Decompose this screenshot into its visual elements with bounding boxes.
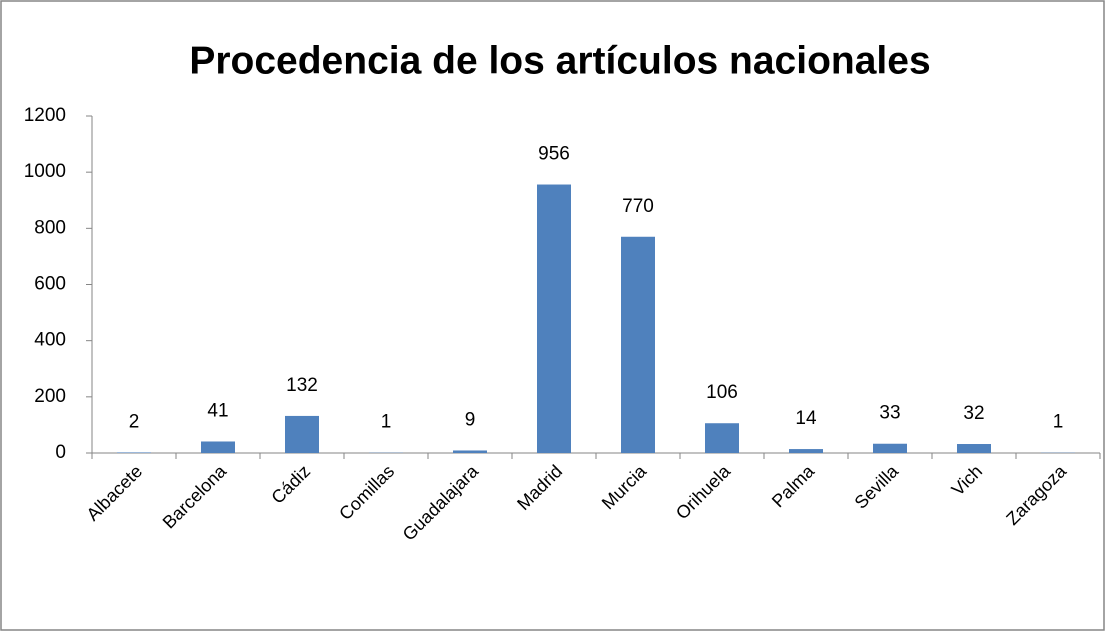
data-label: 33 <box>879 403 900 424</box>
data-label: 32 <box>963 403 984 424</box>
data-label: 2 <box>129 411 140 432</box>
data-label: 106 <box>706 382 738 403</box>
bar <box>285 415 319 453</box>
data-label: 770 <box>622 196 654 217</box>
bar <box>789 449 823 453</box>
bar <box>117 452 151 453</box>
chart-title: Procedencia de los artículos nacionales <box>189 39 930 82</box>
y-tick-label: 0 <box>55 442 66 463</box>
data-label: 14 <box>795 408 817 429</box>
bar <box>453 450 487 453</box>
bar <box>957 444 991 453</box>
y-tick-label: 600 <box>34 274 66 295</box>
bar <box>705 423 739 453</box>
bar <box>537 184 571 454</box>
y-tick-label: 400 <box>34 330 66 351</box>
bar <box>201 441 235 453</box>
data-label: 9 <box>465 409 476 430</box>
bar <box>621 236 655 453</box>
data-label: 956 <box>538 144 570 165</box>
y-tick-label: 1000 <box>24 161 66 182</box>
y-tick-label: 800 <box>34 217 66 238</box>
bar <box>873 443 907 453</box>
data-label: 1 <box>1053 412 1064 433</box>
data-label: 41 <box>207 401 228 422</box>
y-tick-label: 200 <box>34 386 66 407</box>
data-label: 132 <box>286 375 318 396</box>
y-tick-label: 1200 <box>24 105 66 126</box>
data-label: 1 <box>381 412 392 433</box>
